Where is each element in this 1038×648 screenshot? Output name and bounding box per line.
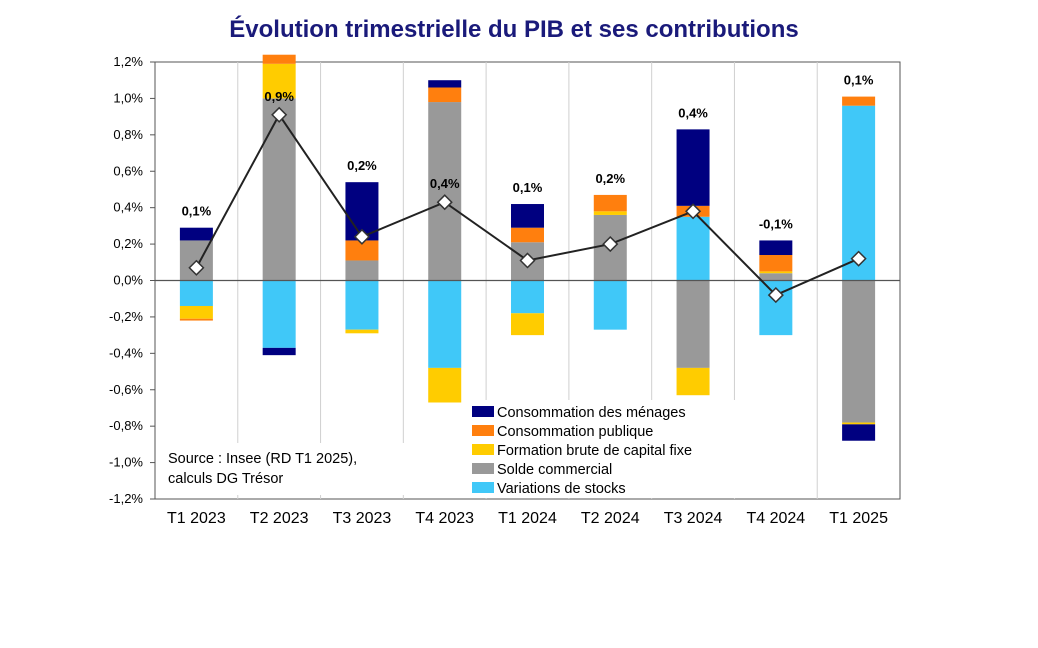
y-tick-label: 1,0% <box>113 90 143 105</box>
bar-segment <box>262 280 296 348</box>
bar-segment <box>428 102 462 281</box>
legend-swatch <box>472 482 494 493</box>
gdp-marker <box>767 287 784 304</box>
bar-segment <box>759 271 793 274</box>
bar-segment <box>262 98 296 281</box>
bar-segment <box>842 96 876 106</box>
bar-segment <box>262 347 296 356</box>
bar-segment <box>759 273 793 281</box>
y-tick-label: 0,4% <box>113 200 143 215</box>
legend-background <box>466 400 756 498</box>
bar-segment <box>262 54 296 64</box>
gdp-marker <box>353 228 371 245</box>
y-tick-label: 1,2% <box>113 54 143 69</box>
data-label: 0,1% <box>182 204 212 219</box>
y-tick-label: -1,0% <box>109 455 143 470</box>
bar-segment <box>428 87 462 103</box>
bar-segment <box>345 260 379 281</box>
x-tick-label: T3 2024 <box>664 510 723 527</box>
y-tick-label: -0,2% <box>109 309 143 324</box>
chart-title: Évolution trimestrielle du PIB et ses co… <box>229 16 799 43</box>
bar-segment <box>428 280 462 368</box>
bar-segment <box>676 129 710 206</box>
bar-segment <box>593 280 627 330</box>
bar-segment <box>593 211 627 215</box>
source-line-2: calculs DG Trésor <box>168 471 283 487</box>
gdp-marker <box>602 236 619 253</box>
bar-segment <box>179 227 213 241</box>
gdp-marker <box>684 203 702 220</box>
x-tick-label: T1 2024 <box>498 510 557 527</box>
bar-segment <box>842 280 876 423</box>
y-tick-label: -0,6% <box>109 382 143 397</box>
bar-segment <box>345 329 379 334</box>
bar-segment <box>511 204 544 228</box>
legend-label: Consommation publique <box>497 424 653 440</box>
data-label: 0,2% <box>595 171 625 186</box>
y-tick-label: -0,4% <box>109 345 143 360</box>
legend-swatch <box>472 444 494 455</box>
data-label: 0,2% <box>347 158 377 173</box>
data-label: 0,4% <box>430 176 460 191</box>
legend-swatch <box>472 463 494 474</box>
y-tick-label: 0,6% <box>113 163 143 178</box>
bar-segment <box>676 367 710 396</box>
x-tick-label: T1 2025 <box>829 510 888 527</box>
gdp-marker <box>271 106 288 123</box>
bar-segment <box>262 63 296 99</box>
legend-label: Formation brute de capital fixe <box>497 443 692 459</box>
x-tick-label: T2 2023 <box>250 510 309 527</box>
bar-segment <box>759 240 793 256</box>
bar-segment <box>759 255 793 272</box>
bar-segment <box>345 280 379 330</box>
data-label: 0,9% <box>264 89 294 104</box>
gdp-marker <box>188 259 205 276</box>
legend-label: Solde commercial <box>497 462 612 478</box>
bar-segment <box>842 422 876 425</box>
y-tick-label: -0,8% <box>109 418 143 433</box>
data-label: 0,1% <box>844 73 874 88</box>
bar-segment <box>179 318 213 321</box>
y-tick-label: 0,0% <box>113 273 143 288</box>
x-tick-label: T4 2024 <box>746 510 805 527</box>
source-note: Source : Insee (RD T1 2025), calculs DG … <box>160 443 415 495</box>
bar-segment <box>842 424 876 441</box>
y-tick-label: -1,2% <box>109 491 143 506</box>
y-tick-label: 0,2% <box>113 236 143 251</box>
legend-swatch <box>472 425 494 436</box>
bar-segment <box>179 280 213 306</box>
bar-segment <box>428 80 462 88</box>
legend-label: Consommation des ménages <box>497 405 686 421</box>
source-line-1: Source : Insee (RD T1 2025), <box>168 451 357 467</box>
legend: Consommation des ménages Consommation pub… <box>466 400 756 498</box>
gdp-marker <box>519 252 536 269</box>
bar-segment <box>179 305 213 319</box>
data-label: 0,1% <box>513 180 543 195</box>
bar-segment <box>676 280 710 368</box>
gdp-marker <box>850 250 867 267</box>
bar-segment <box>511 313 544 336</box>
x-tick-label: T4 2023 <box>415 510 474 527</box>
data-label: 0,4% <box>678 105 708 120</box>
data-label: -0,1% <box>759 216 793 231</box>
bar-segment <box>676 216 710 281</box>
bar-segment <box>428 367 462 403</box>
y-tick-label: 0,8% <box>113 127 143 142</box>
legend-swatch <box>472 406 494 417</box>
gdp-marker <box>436 194 453 211</box>
bar-segment <box>511 227 544 243</box>
legend-label: Variations de stocks <box>497 481 626 497</box>
x-tick-label: T2 2024 <box>581 510 640 527</box>
bar-segment <box>511 280 544 314</box>
x-tick-label: T1 2023 <box>167 510 226 527</box>
x-tick-label: T3 2023 <box>333 510 392 527</box>
bar-segment <box>345 240 379 261</box>
bar-segment <box>593 194 627 212</box>
